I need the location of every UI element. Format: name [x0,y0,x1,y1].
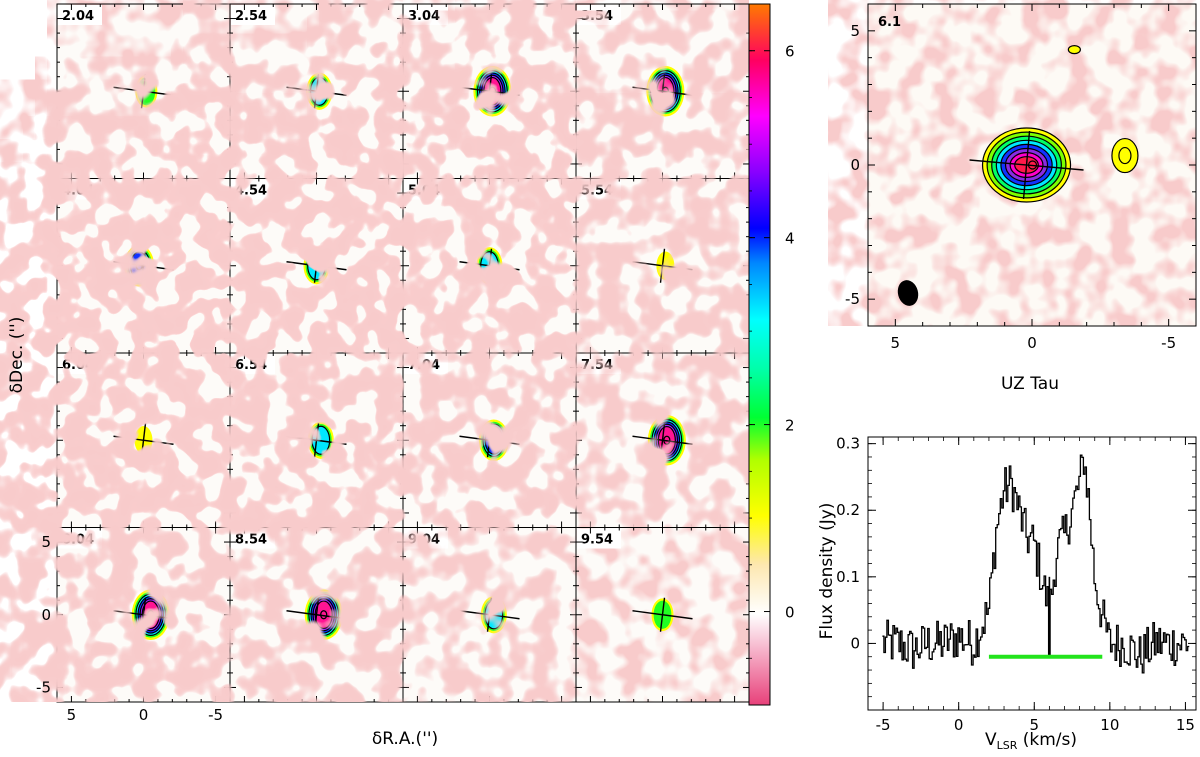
spectrum-y-tick-label: 0.2 [836,501,860,519]
channel-velocity-label: 2.54 [235,9,267,24]
moment-map: 6.1 5 5 0 0 -5 -5 [828,0,1197,352]
channel-velocity-label: 2.04 [62,9,94,24]
moment-y-tick-label: -5 [845,290,860,308]
colorbar-tick-label: 6 [785,43,795,61]
beam-ellipse [897,280,919,306]
velocity-label-bg [58,5,102,25]
x-tick-label: 5 [67,706,77,724]
spectrum-x-tick-label: 10 [1100,716,1119,734]
colorbar-ticks: 0 2 4 6 [749,3,795,706]
spectrum-y-tick-label: 0.1 [836,568,860,586]
channel-maps-xlabel: δR.A.('') [372,729,438,749]
disk-minor-axis [1022,130,1031,200]
moment-map-label: 6.1 [878,15,901,30]
secondary-source-contour [1111,137,1139,174]
disk-minor-axis [659,597,666,632]
colorbar-gradient [748,3,771,706]
colorbar-tick-label: 0 [785,604,795,622]
spectrum-x-tick-label: 15 [1176,716,1195,734]
velocity-label-bg [231,5,275,25]
colorbar-tick-label: 4 [785,230,795,248]
x-tick-label: -5 [208,706,223,724]
colorbar-tick-label: 2 [785,417,795,435]
spectrum-x-tick-label: 5 [1029,716,1039,734]
x-tick-label: 0 [139,706,149,724]
moment-map-title: UZ Tau [1001,374,1059,394]
channel-panel: 9.54 [11,175,750,703]
moment-x-tick-label: 0 [1027,334,1037,352]
y-tick-label: -5 [36,678,51,696]
secondary-source-contour [1067,45,1081,55]
spectrum-x-tick-label: -5 [876,716,891,734]
secondary-source-contour [1118,146,1132,165]
noise-texture [11,175,749,702]
moment-y-tick-label: 5 [850,22,860,40]
moment-y-tick-label: 0 [850,156,860,174]
spectrum-xlabel: VLSR (km/s) [985,730,1077,752]
spectrum-plot: -5 0 5 10 15 0 0.1 0.2 0.3 [836,435,1197,734]
spectrum-ylabel: Flux density (Jy) [817,503,837,640]
channel-velocity-label: 9.54 [581,533,613,548]
channel-maps-grid: 2.042.543.043.544.044.545.045.546.046.54… [0,0,750,724]
channel-maps-ylabel: δDec. ('') [7,317,27,394]
spectrum-frame [867,436,1197,711]
spectrum-x-tick-label: 0 [954,716,964,734]
colorbar: 0 2 4 6 [748,3,795,706]
spectrum-line [882,454,1190,674]
spectrum-y-tick-label: 0.3 [836,435,860,453]
y-tick-label: 5 [41,533,51,551]
y-tick-label: 0 [41,606,51,624]
velocity-label-bg [577,528,621,549]
moment-x-tick-label: 5 [891,334,901,352]
moment-x-tick-label: -5 [1161,334,1176,352]
spectrum-y-tick-label: 0 [850,634,860,652]
